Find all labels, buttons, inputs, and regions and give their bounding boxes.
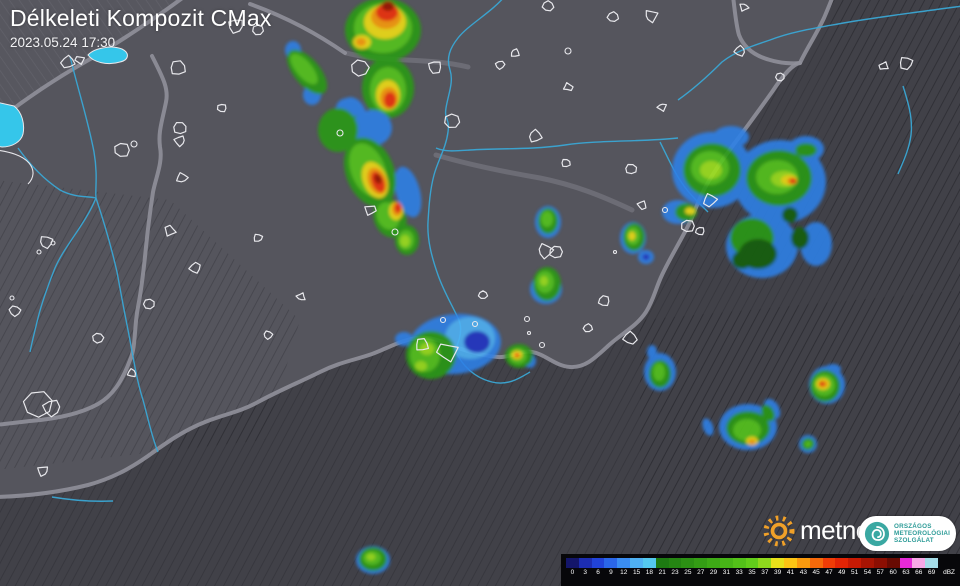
dbz-unit-label: dBZ — [943, 569, 956, 576]
dbz-tick: 9 — [609, 569, 613, 576]
dbz-legend: 0 3 6 9 12 15 18 21 23 25 27 29 31 33 35 37 39 41 43 45 47 49… — [561, 554, 960, 586]
dbz-color-cell — [707, 558, 720, 568]
settlement-outlines — [0, 0, 914, 477]
omsz-wordmark: ORSZÁGOS METEOROLÓGIAI SZOLGÁLAT — [894, 523, 951, 544]
dbz-color-cell — [835, 558, 849, 568]
dbz-color-cell — [809, 558, 823, 568]
dbz-tick: 18 — [645, 569, 653, 576]
dbz-tick: 60 — [889, 569, 897, 576]
dbz-tick: 25 — [684, 569, 692, 576]
dbz-tick: 15 — [632, 569, 641, 576]
dbz-tick: 54 — [863, 569, 872, 576]
dbz-tick: 41 — [786, 569, 795, 576]
dbz-color-cell — [796, 558, 810, 568]
dbz-tick: 29 — [709, 569, 718, 576]
dbz-color-cell — [899, 558, 913, 568]
dbz-color-cell — [771, 558, 785, 568]
omsz-logo: ORSZÁGOS METEOROLÓGIAI SZOLGÁLAT — [859, 516, 956, 551]
dbz-color-cell — [822, 558, 836, 568]
dbz-tick: 39 — [774, 569, 782, 576]
dbz-tick: 35 — [748, 569, 756, 576]
dbz-color-cell — [873, 558, 887, 568]
dbz-color-cell — [591, 558, 605, 568]
dbz-color-cell — [886, 558, 900, 568]
dbz-tick: 49 — [838, 569, 846, 576]
dbz-tick: 3 — [583, 569, 588, 576]
dbz-color-cell — [604, 558, 618, 568]
dbz-color-cell — [681, 558, 695, 568]
dbz-color-cell — [578, 558, 592, 568]
dbz-tick: 33 — [735, 569, 743, 576]
dbz-color-cell — [784, 558, 797, 568]
metnet-sun-icon — [763, 515, 795, 547]
dbz-tick: 21 — [658, 569, 666, 576]
dbz-tick: 6 — [596, 569, 600, 576]
dbz-color-cell — [668, 558, 682, 568]
motorway-lines — [343, 50, 635, 213]
dbz-color-cell — [630, 558, 643, 568]
dbz-color-cell — [848, 558, 862, 568]
dbz-tick: 57 — [876, 569, 884, 576]
dbz-colorbar — [566, 558, 939, 568]
dbz-tick: 31 — [722, 569, 730, 576]
dbz-tick: 37 — [761, 569, 769, 576]
dbz-color-cell — [925, 558, 939, 568]
dbz-tick-labels: 0 3 6 9 12 15 18 21 23 25 27 29 31 33 35 37 39 41 43 45 47 49… — [566, 569, 955, 577]
country-border-lines — [0, 0, 834, 499]
omsz-swirl-icon — [864, 521, 890, 546]
dbz-tick: 45 — [812, 569, 820, 576]
dbz-color-cell — [642, 558, 656, 568]
dbz-tick: 63 — [902, 569, 910, 576]
dbz-color-cell — [719, 558, 733, 568]
dbz-tick: 43 — [799, 569, 807, 576]
dbz-color-cell — [694, 558, 708, 568]
dbz-color-cell — [861, 558, 874, 568]
dbz-tick: 66 — [915, 569, 923, 576]
dbz-tick: 51 — [851, 569, 859, 576]
dbz-color-cell — [912, 558, 926, 568]
lake-shapes — [0, 46, 128, 148]
dbz-color-cell — [745, 558, 759, 568]
dbz-tick: 47 — [825, 569, 833, 576]
dbz-color-cell — [758, 558, 772, 568]
dbz-tick: 69 — [927, 569, 936, 576]
dbz-color-cell — [566, 558, 579, 568]
dbz-tick: 23 — [671, 569, 679, 576]
radar-echo-cells — [285, 0, 845, 574]
dbz-tick: 27 — [697, 569, 705, 576]
dbz-color-cell — [617, 558, 631, 568]
dbz-tick: 0 — [570, 569, 575, 576]
dbz-color-cell — [655, 558, 669, 568]
dbz-color-cell — [732, 558, 746, 568]
dbz-tick: 12 — [620, 569, 628, 576]
